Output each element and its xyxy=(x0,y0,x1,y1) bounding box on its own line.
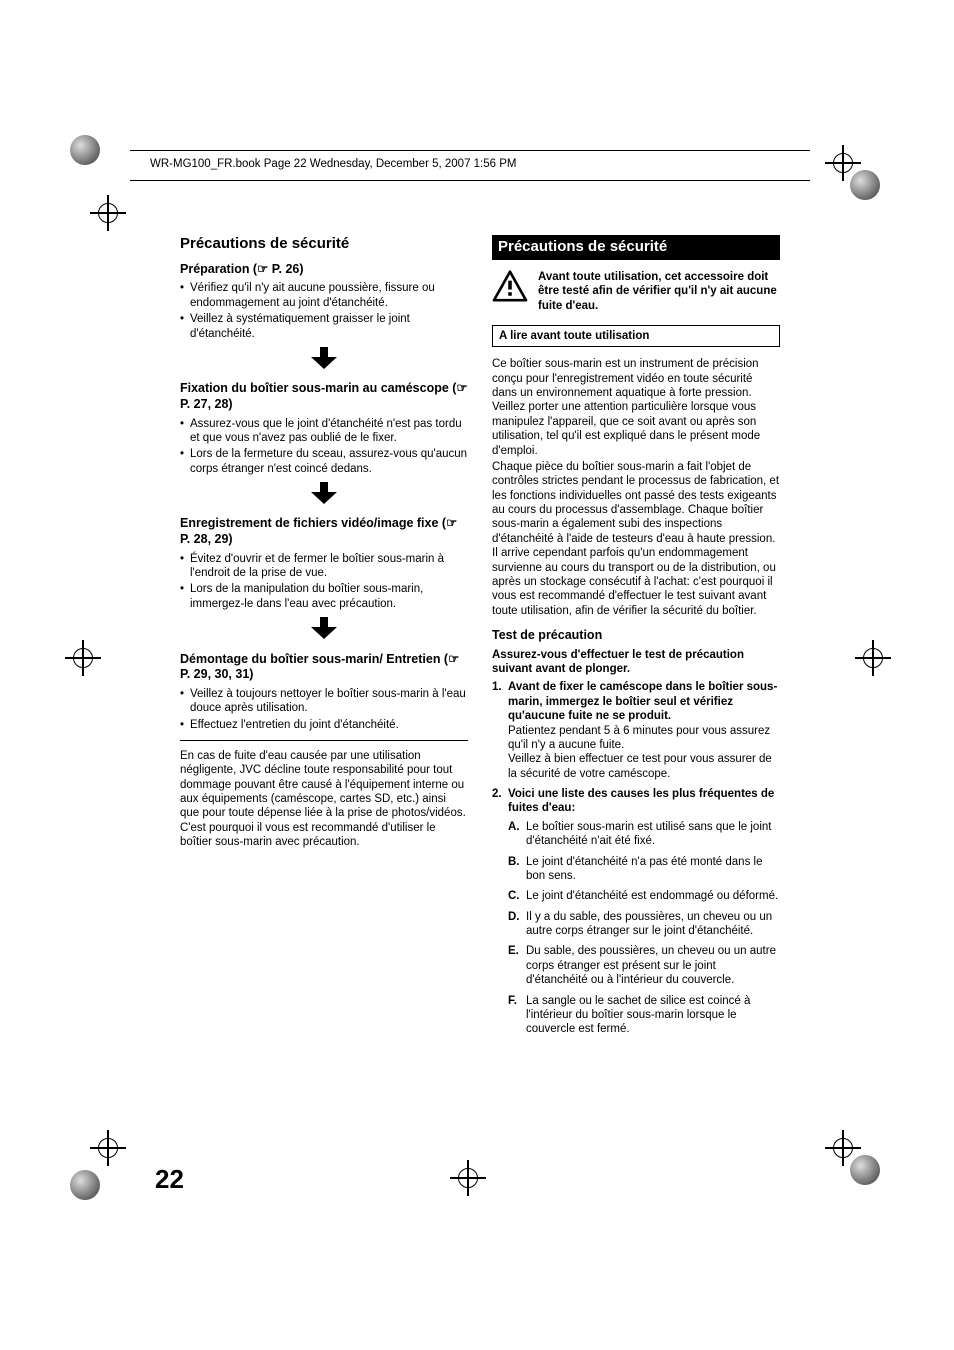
warning-text: Avant toute utilisation, cet accessoire … xyxy=(538,270,780,313)
disclaimer-text: En cas de fuite d'eau causée par une uti… xyxy=(180,749,468,850)
sec-fixation-heading: Fixation du boîtier sous-marin au camésc… xyxy=(180,381,468,412)
step-number: 1. xyxy=(492,680,502,694)
sec-fixation-list: Assurez-vous que le joint d'étanchéité n… xyxy=(180,417,468,477)
list-item: Assurez-vous que le joint d'étanchéité n… xyxy=(180,417,468,446)
pointing-hand-icon: ☞ xyxy=(448,652,459,666)
list-item: Veillez à toujours nettoyer le boîtier s… xyxy=(180,687,468,716)
cause-item: B. Le joint d'étanchéité n'a pas été mont… xyxy=(508,855,780,884)
header-text: WR-MG100_FR.book Page 22 Wednesday, Dece… xyxy=(150,158,516,170)
cause-item: A. Le boîtier sous-marin est utilisé sans… xyxy=(508,820,780,849)
content-area: Précautions de sécurité Préparation (☞ P… xyxy=(180,235,780,1043)
step-line: Veillez à bien effectuer ce test pour vo… xyxy=(508,753,772,779)
separator-rule xyxy=(180,740,468,741)
arrow-down-icon xyxy=(180,482,468,508)
cause-letter: E. xyxy=(508,944,519,958)
read-before-box: A lire avant toute utilisation xyxy=(492,325,780,347)
left-title: Précautions de sécurité xyxy=(180,235,468,254)
list-item: Vérifiez qu'il n'y ait aucune poussière,… xyxy=(180,281,468,310)
reg-mark xyxy=(70,135,100,165)
heading-pageref: P. 26) xyxy=(268,262,303,276)
cause-letter: C. xyxy=(508,889,520,903)
pointing-hand-icon: ☞ xyxy=(456,381,467,395)
cause-letter: D. xyxy=(508,910,520,924)
cause-item: D. Il y a du sable, des poussières, un ch… xyxy=(508,910,780,939)
reg-mark xyxy=(70,1170,100,1200)
header-rule xyxy=(130,180,810,181)
list-item: Veillez à systématiquement graisser le j… xyxy=(180,312,468,341)
test-heading: Test de précaution xyxy=(492,628,780,644)
heading-text: Démontage du boîtier sous-marin/ Entreti… xyxy=(180,652,448,666)
test-intro: Assurez-vous d'effectuer le test de préc… xyxy=(492,648,780,677)
arrow-down-icon xyxy=(180,347,468,373)
warning-icon xyxy=(492,270,528,306)
crop-mark xyxy=(90,195,126,231)
cause-text: Le joint d'étanchéité est endommagé ou d… xyxy=(526,890,778,902)
heading-text: Préparation ( xyxy=(180,262,257,276)
heading-pageref: P. 28, 29) xyxy=(180,532,233,546)
step-lead: Voici une liste des causes les plus fréq… xyxy=(508,788,774,814)
crop-mark xyxy=(90,1130,126,1166)
page: WR-MG100_FR.book Page 22 Wednesday, Dece… xyxy=(0,0,954,1350)
cause-item: F. La sangle ou le sachet de silice est c… xyxy=(508,994,780,1037)
step-item: 1. Avant de fixer le caméscope dans le b… xyxy=(492,680,780,781)
pointing-hand-icon: ☞ xyxy=(257,262,268,276)
sec-enregistrement-list: Évitez d'ouvrir et de fermer le boîtier … xyxy=(180,552,468,612)
test-steps: 1. Avant de fixer le caméscope dans le b… xyxy=(492,680,780,1036)
list-item: Effectuez l'entretien du joint d'étanché… xyxy=(180,718,468,732)
crop-mark xyxy=(855,640,891,676)
cause-text: Il y a du sable, des poussières, un chev… xyxy=(526,911,772,937)
cause-letter: A. xyxy=(508,820,520,834)
heading-pageref: P. 29, 30, 31) xyxy=(180,667,253,681)
left-column: Précautions de sécurité Préparation (☞ P… xyxy=(180,235,468,1043)
reg-mark xyxy=(850,1155,880,1185)
page-number: 22 xyxy=(155,1164,184,1195)
list-item: Évitez d'ouvrir et de fermer le boîtier … xyxy=(180,552,468,581)
crop-mark xyxy=(450,1160,486,1196)
sec-enregistrement-heading: Enregistrement de fichiers vidéo/image f… xyxy=(180,516,468,547)
pointing-hand-icon: ☞ xyxy=(446,516,457,530)
sec-demontage-heading: Démontage du boîtier sous-marin/ Entreti… xyxy=(180,652,468,683)
heading-pageref: P. 27, 28) xyxy=(180,397,233,411)
cause-text: La sangle ou le sachet de silice est coi… xyxy=(526,995,750,1036)
intro-para: Ce boîtier sous-marin est un instrument … xyxy=(492,357,780,458)
cause-item: C. Le joint d'étanchéité est endommagé ou… xyxy=(508,889,780,903)
warning-block: Avant toute utilisation, cet accessoire … xyxy=(492,270,780,313)
step-number: 2. xyxy=(492,787,502,801)
header-rule xyxy=(130,150,810,151)
list-item: Lors de la fermeture du sceau, assurez-v… xyxy=(180,447,468,476)
crop-mark xyxy=(65,640,101,676)
cause-letter: F. xyxy=(508,994,517,1008)
sec-demontage-list: Veillez à toujours nettoyer le boîtier s… xyxy=(180,687,468,732)
right-title-bar: Précautions de sécurité xyxy=(492,235,780,260)
cause-letter: B. xyxy=(508,855,520,869)
step-lead: Avant de fixer le caméscope dans le boît… xyxy=(508,681,777,722)
step-line: Patientez pendant 5 à 6 minutes pour vou… xyxy=(508,725,770,751)
cause-text: Le boîtier sous-marin est utilisé sans q… xyxy=(526,821,771,847)
causes-list: A. Le boîtier sous-marin est utilisé sans… xyxy=(508,820,780,1037)
cause-item: E. Du sable, des poussières, un cheveu ou… xyxy=(508,944,780,987)
reg-mark xyxy=(850,170,880,200)
heading-text: Enregistrement de fichiers vidéo/image f… xyxy=(180,516,446,530)
sec-preparation-heading: Préparation (☞ P. 26) xyxy=(180,262,468,278)
arrow-down-icon xyxy=(180,617,468,643)
intro-para: Chaque pièce du boîtier sous-marin a fai… xyxy=(492,460,780,618)
step-item: 2. Voici une liste des causes les plus f… xyxy=(492,787,780,1037)
cause-text: Le joint d'étanchéité n'a pas été monté … xyxy=(526,856,762,882)
right-column: Précautions de sécurité Avant toute util… xyxy=(492,235,780,1043)
sec-preparation-list: Vérifiez qu'il n'y ait aucune poussière,… xyxy=(180,281,468,341)
cause-text: Du sable, des poussières, un cheveu ou u… xyxy=(526,945,776,986)
heading-text: Fixation du boîtier sous-marin au camésc… xyxy=(180,381,456,395)
list-item: Lors de la manipulation du boîtier sous-… xyxy=(180,582,468,611)
